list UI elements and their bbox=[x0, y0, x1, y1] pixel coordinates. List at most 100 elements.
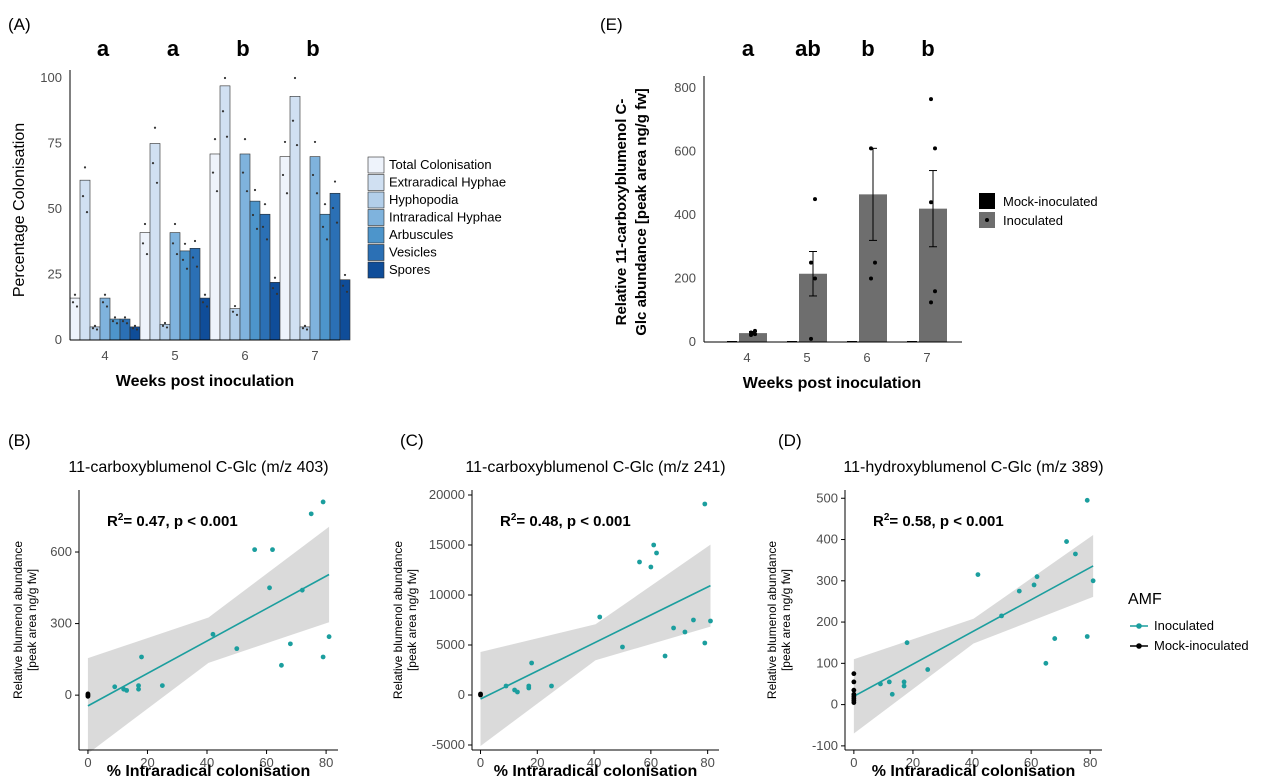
legend-label: Extraradical Hyphae bbox=[389, 175, 506, 190]
legend-label: Arbuscules bbox=[389, 227, 454, 242]
data-point bbox=[975, 572, 981, 578]
data-point bbox=[133, 324, 137, 327]
data-point bbox=[181, 258, 185, 261]
data-point bbox=[124, 687, 130, 693]
data-point bbox=[325, 238, 329, 241]
data-point bbox=[283, 140, 287, 144]
bar bbox=[299, 326, 311, 341]
data-point bbox=[753, 332, 757, 337]
x-tick-label: 40 bbox=[965, 755, 979, 770]
data-point bbox=[211, 171, 215, 174]
regression-line bbox=[853, 565, 1094, 698]
data-point bbox=[648, 564, 654, 570]
data-point bbox=[233, 304, 237, 308]
data-point bbox=[85, 211, 89, 214]
significance-letter: b bbox=[236, 36, 249, 61]
y-tick-label: 400 bbox=[816, 532, 838, 547]
legend-label: Intraradical Hyphae bbox=[389, 210, 502, 225]
data-point bbox=[682, 629, 688, 635]
data-point bbox=[267, 585, 272, 591]
data-point bbox=[503, 683, 509, 689]
data-point bbox=[191, 256, 195, 259]
data-point bbox=[529, 660, 535, 666]
y-axis-label: Relative blumenol abundance bbox=[391, 541, 405, 699]
y-tick-label: 50 bbox=[48, 201, 62, 216]
data-point bbox=[933, 146, 937, 151]
data-point bbox=[1090, 578, 1096, 584]
regression-line bbox=[480, 584, 711, 700]
x-axis-label: % Intraradical colonisation bbox=[494, 763, 698, 780]
data-point bbox=[163, 321, 167, 325]
y-tick-label: 400 bbox=[674, 207, 696, 222]
panel-e: (E) 0 200 400 600 800 4 a 5 ab 6 b 7 b Weeks post inoc… bbox=[600, 15, 1098, 392]
data-point bbox=[851, 679, 857, 685]
data-point bbox=[597, 614, 603, 620]
data-point bbox=[121, 320, 125, 323]
y-tick-label: 0 bbox=[689, 334, 696, 349]
legend-point bbox=[1136, 623, 1142, 629]
bar bbox=[249, 200, 261, 341]
bar bbox=[169, 232, 181, 341]
data-point bbox=[241, 171, 245, 174]
data-point bbox=[125, 322, 129, 325]
legend-label: Spores bbox=[389, 262, 431, 277]
data-point bbox=[753, 328, 757, 333]
bar bbox=[329, 192, 341, 341]
data-point bbox=[183, 242, 187, 245]
legend-swatch bbox=[367, 226, 385, 244]
y-tick-label: -5000 bbox=[432, 737, 465, 752]
data-point bbox=[111, 320, 115, 323]
annotation-lead: R bbox=[107, 513, 118, 530]
bar bbox=[139, 232, 151, 341]
x-tick-label: 20 bbox=[906, 755, 920, 770]
data-point bbox=[869, 276, 873, 281]
data-point bbox=[308, 511, 314, 517]
data-point bbox=[235, 313, 239, 316]
data-point bbox=[929, 200, 933, 205]
data-point bbox=[193, 239, 197, 243]
data-point bbox=[299, 587, 305, 593]
data-point bbox=[113, 316, 117, 319]
bar bbox=[289, 96, 301, 341]
data-point bbox=[326, 634, 332, 640]
data-point bbox=[886, 679, 892, 685]
x-tick-label: 0 bbox=[84, 755, 91, 770]
data-point bbox=[173, 222, 177, 226]
annotation-superscript: 2 bbox=[884, 512, 890, 523]
annotation-superscript: 2 bbox=[118, 512, 124, 523]
x-tick-label: 80 bbox=[319, 755, 333, 770]
confidence-band bbox=[853, 535, 1094, 734]
y-tick-label: 10000 bbox=[429, 587, 465, 602]
data-point bbox=[115, 322, 119, 325]
data-point bbox=[210, 631, 216, 637]
data-point bbox=[345, 290, 349, 293]
data-point bbox=[315, 192, 319, 195]
x-tick-label: 6 bbox=[863, 350, 870, 365]
y-axis-label: [peak area ng/g fw] bbox=[779, 569, 793, 671]
data-point bbox=[929, 300, 933, 305]
data-point bbox=[215, 190, 219, 193]
data-point bbox=[526, 683, 532, 689]
r-squared-annotation: R2= 0.47, p < 0.001 bbox=[107, 512, 238, 530]
data-point bbox=[261, 225, 265, 228]
annotation-lead: R bbox=[873, 513, 884, 530]
data-point bbox=[999, 613, 1004, 619]
data-point bbox=[185, 267, 189, 270]
legend-swatch bbox=[979, 193, 995, 209]
x-tick-label: 4 bbox=[101, 348, 108, 363]
bar bbox=[269, 282, 281, 341]
legend-swatch bbox=[367, 209, 385, 226]
panel-b: (B)11-carboxyblumenol C-Glc (m/z 403)0 20… bbox=[8, 431, 338, 780]
data-point bbox=[889, 691, 895, 697]
data-point bbox=[143, 222, 147, 226]
x-axis-label: Weeks post inoculation bbox=[743, 375, 921, 392]
data-point bbox=[933, 289, 937, 294]
data-point bbox=[195, 265, 199, 268]
data-point bbox=[901, 683, 907, 689]
bar bbox=[339, 279, 351, 341]
bar bbox=[309, 156, 321, 341]
data-point bbox=[813, 197, 817, 202]
panel-c: (C)11-carboxyblumenol C-Glc (m/z 241)0 20… bbox=[391, 431, 726, 780]
legend-label: Mock-inoculated bbox=[1154, 638, 1249, 653]
data-point bbox=[161, 324, 165, 327]
